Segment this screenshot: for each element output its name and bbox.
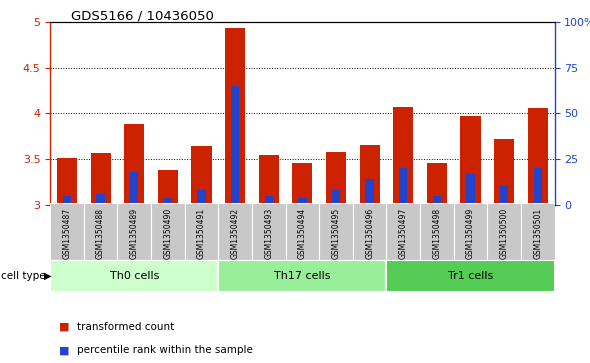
Text: GSM1350487: GSM1350487 [63,208,71,259]
Bar [353,203,386,260]
Bar [393,107,414,205]
Text: GSM1350490: GSM1350490 [163,208,172,259]
Bar [130,172,139,205]
Bar [427,163,447,205]
Bar [90,153,111,205]
Bar [399,168,408,205]
Bar [84,203,117,260]
Bar [533,168,542,205]
Bar [359,144,380,205]
Text: Tr1 cells: Tr1 cells [448,271,493,281]
Bar [292,163,313,205]
Text: GSM1350495: GSM1350495 [332,208,340,259]
Bar [527,108,548,205]
Text: GSM1350498: GSM1350498 [432,208,441,259]
Text: GDS5166 / 10436050: GDS5166 / 10436050 [71,9,214,22]
Bar [432,196,441,205]
Bar [298,198,307,205]
Bar [454,203,487,260]
Bar [117,203,151,260]
Text: GSM1350494: GSM1350494 [298,208,307,259]
Bar [191,146,212,205]
Bar [218,203,252,260]
Bar [420,203,454,260]
Text: percentile rank within the sample: percentile rank within the sample [77,345,253,355]
Bar [185,203,218,260]
Bar [151,203,185,260]
Bar [386,260,555,292]
Bar [319,203,353,260]
Bar [225,28,245,205]
Text: GSM1350499: GSM1350499 [466,208,475,259]
Text: GSM1350497: GSM1350497 [399,208,408,259]
Bar [466,174,475,205]
Text: ▶: ▶ [44,271,51,281]
Bar [218,260,386,292]
Text: ■: ■ [59,345,70,355]
Text: Th17 cells: Th17 cells [274,271,330,281]
Text: GSM1350496: GSM1350496 [365,208,374,259]
Bar [252,203,286,260]
Bar [264,196,273,205]
Text: ■: ■ [59,322,70,332]
Bar [124,125,145,205]
Bar [365,179,374,205]
Text: cell type: cell type [1,271,46,281]
Text: GSM1350493: GSM1350493 [264,208,273,259]
Bar [500,185,509,205]
Bar [494,139,514,205]
Bar [460,116,481,205]
Bar [96,194,105,205]
Text: transformed count: transformed count [77,322,174,332]
Bar [50,203,84,260]
Text: GSM1350500: GSM1350500 [500,208,509,259]
Text: GSM1350501: GSM1350501 [533,208,542,259]
Bar [163,198,172,205]
Bar [286,203,319,260]
Bar [326,152,346,205]
Text: Th0 cells: Th0 cells [110,271,159,281]
Bar [332,189,340,205]
Bar [197,191,206,205]
Bar [57,158,77,205]
Bar [386,203,420,260]
Bar [63,196,71,205]
Bar [258,155,279,205]
Bar [521,203,555,260]
Text: GSM1350492: GSM1350492 [231,208,240,259]
Bar [50,260,218,292]
Text: GSM1350488: GSM1350488 [96,208,105,259]
Bar [487,203,521,260]
Text: GSM1350491: GSM1350491 [197,208,206,259]
Text: GSM1350489: GSM1350489 [130,208,139,259]
Bar [231,86,240,205]
Bar [158,170,178,205]
